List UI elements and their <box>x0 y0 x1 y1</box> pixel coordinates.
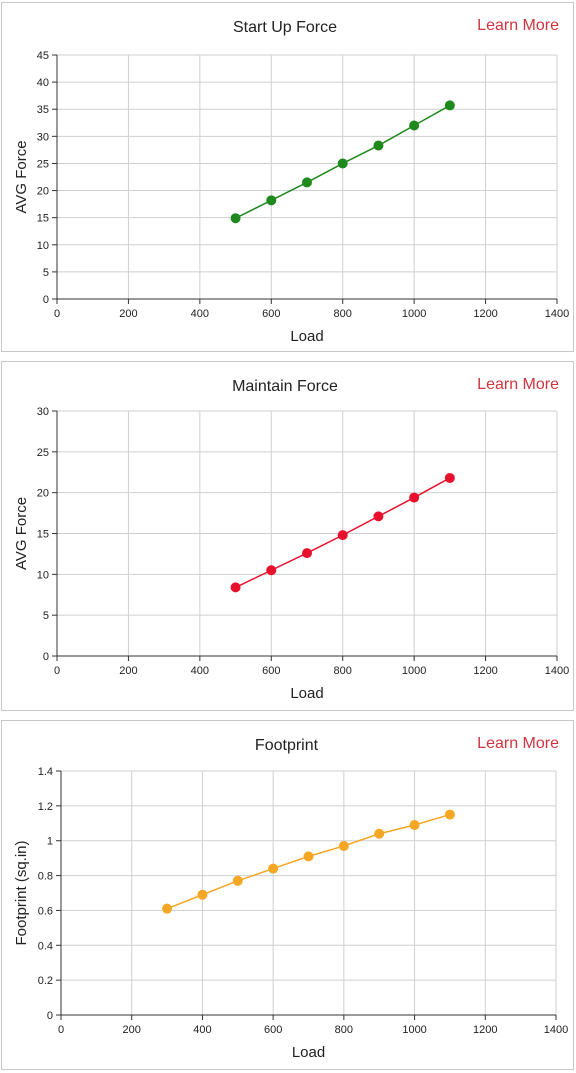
data-point <box>373 511 384 522</box>
data-point <box>444 100 455 111</box>
x-tick-label: 1400 <box>544 1024 568 1036</box>
x-tick-label: 0 <box>54 665 60 677</box>
y-tick-label: 5 <box>43 610 49 622</box>
data-point <box>162 903 173 914</box>
data-point <box>444 809 455 820</box>
chart-maintain-force: Maintain Force 0 200 400 600 800 1000 1200 1400 0… <box>13 378 569 702</box>
y-tick-label: 35 <box>37 104 49 116</box>
y-tick-label: 25 <box>37 447 49 459</box>
y-tick-label: 40 <box>37 77 49 89</box>
x-tick-label: 0 <box>54 308 60 320</box>
y-tick-label: 10 <box>37 240 49 252</box>
x-tick-label: 1200 <box>473 665 497 677</box>
chart-title: Footprint <box>255 737 319 754</box>
data-point <box>302 177 312 188</box>
y-tick-label: 0 <box>43 294 49 306</box>
data-point <box>337 530 348 541</box>
y-tick-label: 20 <box>37 488 49 500</box>
data-point <box>268 863 279 874</box>
chart-panel-footprint: Footprint 0 200 400 600 800 1000 1200 1400 0 0.2 0.… <box>1 720 574 1070</box>
x-tick-label: 0 <box>58 1024 64 1036</box>
data-point <box>444 472 455 483</box>
data-point <box>409 120 420 131</box>
x-axis-title: Load <box>292 1044 325 1061</box>
y-tick-label: 0 <box>47 1010 53 1022</box>
x-tick-label: 400 <box>191 665 209 677</box>
chart-footprint: Footprint 0 200 400 600 800 1000 1200 1400 0 0.2 0.… <box>13 737 568 1061</box>
data-point <box>232 875 243 886</box>
y-tick-label: 30 <box>37 406 49 418</box>
y-tick-label: 1.4 <box>38 766 53 778</box>
data-point <box>338 840 349 851</box>
y-tick-label: 0.6 <box>38 905 53 917</box>
x-tick-label: 800 <box>334 308 352 320</box>
learn-more-link[interactable]: Learn More <box>477 376 559 393</box>
chart-startup-force: Start Up Force 0 200 400 600 800 1000 1200 1400 0… <box>13 19 569 345</box>
data-point <box>266 195 277 206</box>
y-tick-label: 1.2 <box>38 801 53 813</box>
data-point <box>303 851 314 862</box>
y-tick-label: 0.2 <box>38 975 53 987</box>
x-axis-title: Load <box>290 685 323 702</box>
y-axis-title: AVG Force <box>13 497 30 570</box>
x-tick-label: 800 <box>335 1024 353 1036</box>
data-point <box>373 140 384 151</box>
y-tick-label: 1 <box>47 836 53 848</box>
data-point <box>409 492 420 503</box>
y-tick-label: 15 <box>37 529 49 541</box>
data-point <box>374 828 385 839</box>
chart-title: Maintain Force <box>232 378 338 395</box>
x-tick-label: 1000 <box>402 665 426 677</box>
y-axis-title: Footprint (sq.in) <box>13 840 30 945</box>
y-tick-label: 0.4 <box>38 940 53 952</box>
y-tick-label: 10 <box>37 569 49 581</box>
x-tick-label: 1200 <box>473 308 497 320</box>
x-tick-label: 1000 <box>402 308 426 320</box>
x-tick-label: 1400 <box>545 308 569 320</box>
data-point <box>266 565 277 576</box>
data-point <box>337 158 348 169</box>
x-tick-label: 1000 <box>402 1024 426 1036</box>
x-tick-label: 200 <box>119 308 137 320</box>
y-tick-label: 30 <box>37 131 49 143</box>
y-tick-label: 45 <box>37 50 49 62</box>
x-axis-title: Load <box>290 328 323 345</box>
data-point <box>230 582 241 593</box>
y-tick-label: 5 <box>43 267 49 279</box>
x-tick-label: 1400 <box>545 665 569 677</box>
x-tick-label: 200 <box>123 1024 141 1036</box>
series-line <box>166 813 451 910</box>
data-point <box>409 820 420 831</box>
data-point <box>230 213 241 224</box>
x-tick-label: 600 <box>262 665 280 677</box>
y-tick-label: 0.8 <box>38 871 53 883</box>
y-tick-label: 15 <box>37 213 49 225</box>
x-tick-label: 200 <box>119 665 137 677</box>
chart-panel-startup-force: Start Up Force 0 200 400 600 800 1000 1200 1400 0… <box>1 2 574 352</box>
x-tick-label: 400 <box>193 1024 211 1036</box>
x-tick-label: 400 <box>191 308 209 320</box>
x-tick-label: 1200 <box>473 1024 497 1036</box>
data-point <box>197 889 208 900</box>
learn-more-link[interactable]: Learn More <box>477 735 559 752</box>
x-tick-label: 800 <box>334 665 352 677</box>
y-tick-label: 25 <box>37 158 49 170</box>
data-point <box>302 548 312 559</box>
chart-title: Start Up Force <box>233 19 337 36</box>
chart-panel-maintain-force: Maintain Force 0 200 400 600 800 1000 1200 1400 0… <box>1 361 574 711</box>
x-tick-label: 600 <box>262 308 280 320</box>
x-tick-label: 600 <box>264 1024 282 1036</box>
learn-more-link[interactable]: Learn More <box>477 17 559 34</box>
y-axis-title: AVG Force <box>13 140 30 213</box>
y-tick-label: 20 <box>37 186 49 198</box>
y-tick-label: 0 <box>43 651 49 663</box>
